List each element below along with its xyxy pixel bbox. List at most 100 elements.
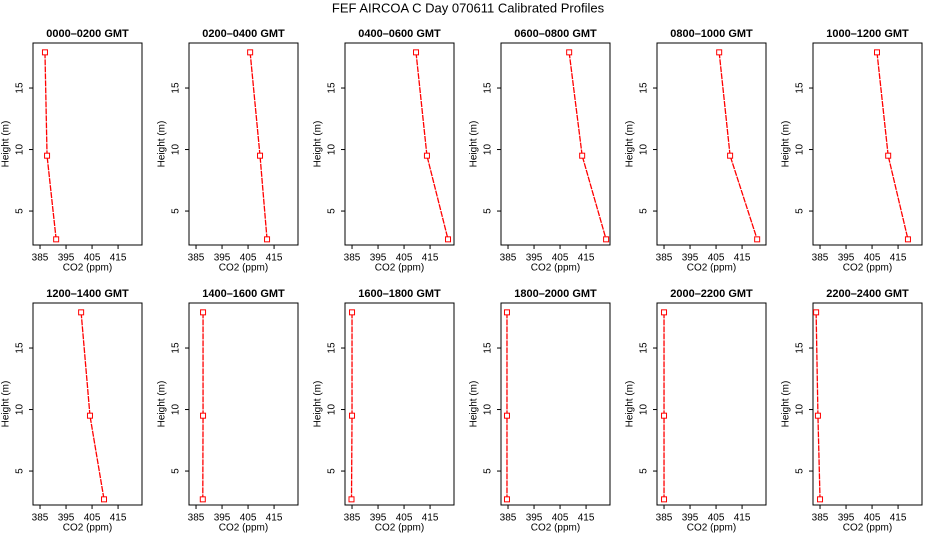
y-tick-label: 10 <box>795 144 806 156</box>
y-tick-label: 5 <box>795 468 806 474</box>
profile-line <box>80 312 105 500</box>
plot-frame <box>188 302 299 506</box>
y-tick-label: 15 <box>639 82 650 94</box>
profile-line <box>568 52 607 240</box>
y-axis-label: Height (m) <box>625 121 636 168</box>
x-tick-label: 385 <box>344 513 361 524</box>
x-tick-label: 385 <box>188 253 205 264</box>
point-marker <box>200 412 207 419</box>
x-tick-label: 395 <box>682 513 699 524</box>
y-tick-label: 10 <box>483 144 494 156</box>
x-axis-label: CO2 (ppm) <box>531 263 580 274</box>
x-tick-label: 415 <box>110 513 127 524</box>
plot-frame <box>500 42 611 246</box>
plot-frame <box>656 302 767 506</box>
y-tick-label: 5 <box>171 208 182 214</box>
plot-frame <box>344 42 455 246</box>
y-tick-label: 10 <box>15 404 26 416</box>
plot-frame <box>812 302 923 506</box>
y-tick-label: 10 <box>639 404 650 416</box>
x-tick-label: 395 <box>58 253 75 264</box>
plot-frame <box>344 302 455 506</box>
x-tick-label: 405 <box>552 513 569 524</box>
y-tick-label: 5 <box>795 208 806 214</box>
panel-title: 1400–1600 GMT <box>202 288 285 300</box>
plot-frame <box>32 42 143 246</box>
x-axis-label: CO2 (ppm) <box>375 523 424 534</box>
x-tick-label: 405 <box>84 513 101 524</box>
x-tick-label: 415 <box>734 253 751 264</box>
point-marker <box>86 412 93 419</box>
point-marker <box>885 152 892 159</box>
x-tick-label: 395 <box>58 513 75 524</box>
point-marker <box>566 49 573 56</box>
x-tick-label: 415 <box>890 253 907 264</box>
x-tick-label: 415 <box>422 513 439 524</box>
x-axis-label: CO2 (ppm) <box>63 523 112 534</box>
x-tick-label: 415 <box>422 253 439 264</box>
profile-line <box>718 52 758 240</box>
point-marker <box>814 412 821 419</box>
y-tick-label: 15 <box>15 342 26 354</box>
x-tick-label: 405 <box>864 253 881 264</box>
point-marker <box>78 309 85 316</box>
point-marker <box>873 49 880 56</box>
point-marker <box>101 496 108 503</box>
y-tick-label: 15 <box>639 342 650 354</box>
panel-title: 0800–1000 GMT <box>670 28 753 40</box>
x-tick-label: 395 <box>526 253 543 264</box>
x-axis-label: CO2 (ppm) <box>375 263 424 274</box>
x-tick-label: 385 <box>344 253 361 264</box>
point-marker <box>41 49 48 56</box>
point-marker <box>503 309 510 316</box>
y-axis-label: Height (m) <box>625 381 636 428</box>
x-tick-label: 385 <box>32 253 49 264</box>
x-tick-label: 405 <box>396 253 413 264</box>
x-tick-label: 385 <box>500 253 517 264</box>
x-tick-label: 415 <box>734 513 751 524</box>
x-axis-label: CO2 (ppm) <box>843 263 892 274</box>
profile-line <box>44 52 57 240</box>
point-marker <box>503 412 510 419</box>
y-tick-label: 5 <box>327 208 338 214</box>
y-axis-label: Height (m) <box>469 381 480 428</box>
panel-title: 0600–0800 GMT <box>514 28 597 40</box>
profile-line <box>249 52 268 240</box>
profile-line <box>350 312 353 500</box>
x-tick-label: 385 <box>32 513 49 524</box>
x-tick-label: 385 <box>656 253 673 264</box>
point-marker <box>44 152 51 159</box>
y-tick-label: 15 <box>483 342 494 354</box>
plot-frame <box>188 42 299 246</box>
y-tick-label: 5 <box>639 208 650 214</box>
point-marker <box>727 152 734 159</box>
x-axis-label: CO2 (ppm) <box>687 263 736 274</box>
y-tick-label: 5 <box>483 468 494 474</box>
point-marker <box>716 49 723 56</box>
y-tick-label: 15 <box>171 342 182 354</box>
y-axis-label: Height (m) <box>157 121 168 168</box>
x-tick-label: 415 <box>266 513 283 524</box>
y-axis-label: Height (m) <box>781 121 792 168</box>
y-axis-label: Height (m) <box>157 381 168 428</box>
point-marker <box>264 236 271 243</box>
y-tick-label: 5 <box>327 468 338 474</box>
y-tick-label: 10 <box>483 404 494 416</box>
x-tick-label: 395 <box>370 513 387 524</box>
x-tick-label: 395 <box>370 253 387 264</box>
x-axis-label: CO2 (ppm) <box>219 523 268 534</box>
point-marker <box>579 152 586 159</box>
point-marker <box>445 236 452 243</box>
x-tick-label: 385 <box>812 513 829 524</box>
page-title: FEF AIRCOA C Day 070611 Calibrated Profi… <box>332 0 605 15</box>
y-tick-label: 5 <box>483 208 494 214</box>
y-tick-label: 5 <box>15 468 26 474</box>
plot-frame <box>812 42 923 246</box>
x-tick-label: 415 <box>578 513 595 524</box>
y-axis-label: Height (m) <box>313 381 324 428</box>
x-tick-label: 415 <box>890 513 907 524</box>
point-marker <box>257 152 264 159</box>
y-axis-label: Height (m) <box>313 121 324 168</box>
x-tick-label: 405 <box>864 513 881 524</box>
